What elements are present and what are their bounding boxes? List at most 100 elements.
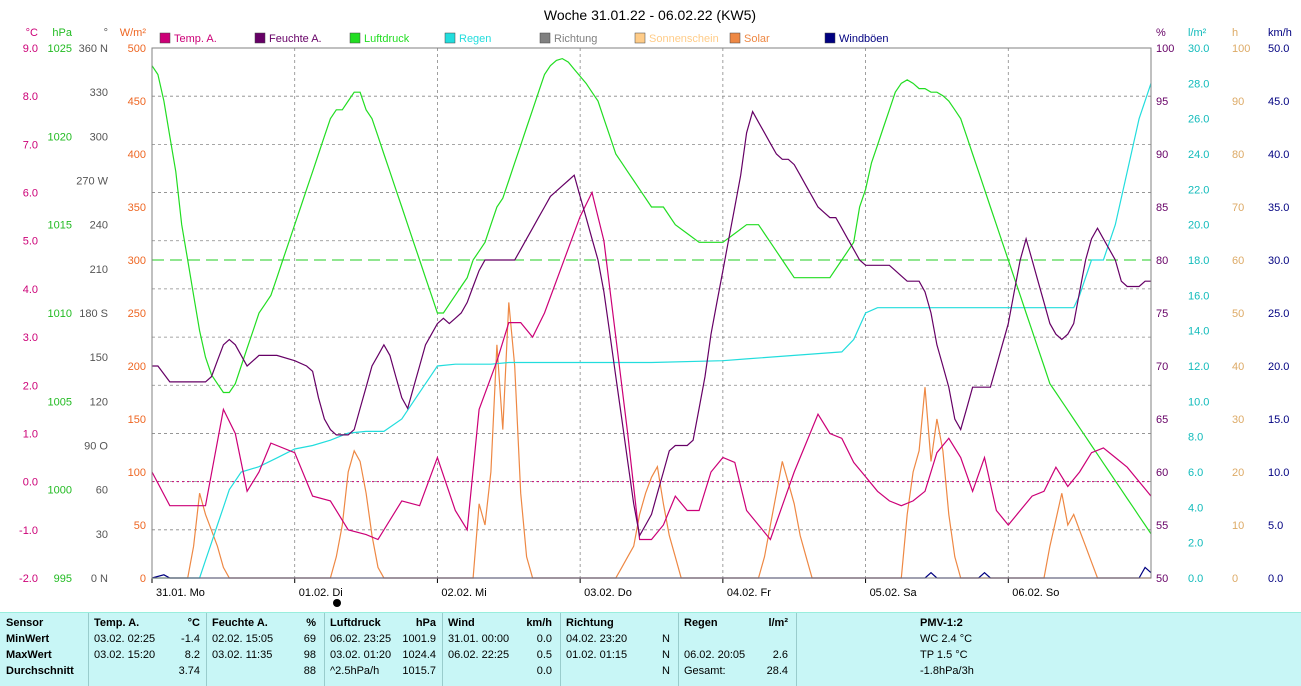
x-tick-label: 02.02. Mi [441, 587, 486, 599]
x-tick-label: 04.02. Fr [727, 587, 771, 599]
wind-axis-tick: 25.0 [1268, 308, 1289, 320]
solar-axis-tick: 100 [128, 467, 146, 479]
direction-axis-tick: 270 W [76, 176, 108, 188]
solar-axis-tick: 300 [128, 255, 146, 267]
temp-min-time: 03.02. 02:25 [94, 633, 156, 645]
solar-axis-tick: 150 [128, 414, 146, 426]
rain-axis-tick: 4.0 [1188, 502, 1203, 514]
rain-axis-tick: 26.0 [1188, 114, 1209, 126]
humidity-axis-tick: 55 [1156, 520, 1168, 532]
sunshine-axis-unit: h [1232, 27, 1238, 39]
legend-label: Richtung [554, 33, 597, 45]
rain-max-time: 06.02. 20:05 [684, 649, 746, 661]
pressure-axis-tick: 1015 [48, 220, 72, 232]
wind-axis-tick: 10.0 [1268, 467, 1289, 479]
temp-header: Temp. A. [94, 617, 140, 629]
humidity-axis-tick: 60 [1156, 467, 1168, 479]
series-windb-en [151, 566, 1152, 579]
wind-axis-tick: 50.0 [1268, 43, 1289, 55]
summary-rain-col: Regen l/m² 06.02. 20:05 2.6 Gesamt: 28.4 [684, 615, 794, 679]
solar-axis-tick: 500 [128, 43, 146, 55]
legend-label: Windböen [839, 33, 889, 45]
humidity-axis-tick: 65 [1156, 414, 1168, 426]
chart-title: Woche 31.01.22 - 06.02.22 (KW5) [544, 7, 756, 23]
pmv-header: PMV-1:2 [920, 617, 963, 629]
pressure-axis-tick: 1010 [48, 308, 72, 320]
sunshine-axis-tick: 0 [1232, 573, 1238, 585]
row-label-max: MaxWert [6, 649, 52, 661]
direction-avg-value: N [662, 665, 670, 677]
wind-unit: km/h [526, 617, 552, 629]
column-divider [206, 613, 207, 686]
humidity-axis-tick: 75 [1156, 308, 1168, 320]
rain-axis-tick: 8.0 [1188, 432, 1203, 444]
humidity-axis-tick: 80 [1156, 255, 1168, 267]
wind-min-time: 31.01. 00:00 [448, 633, 510, 645]
wind-axis-tick: 15.0 [1268, 414, 1289, 426]
sunshine-axis-tick: 40 [1232, 361, 1244, 373]
direction-axis-tick: 300 [90, 131, 108, 143]
direction-axis-tick: 210 [90, 264, 108, 276]
sunshine-axis-tick: 20 [1232, 467, 1244, 479]
summary-pressure-col: Luftdruck hPa 06.02. 23:25 1001.9 03.02. 0… [330, 615, 442, 679]
temp-axis-tick: 2.0 [23, 380, 38, 392]
humidity-max-time: 03.02. 11:35 [212, 649, 273, 661]
temp-max-value: 8.2 [184, 649, 200, 661]
sunshine-axis-tick: 50 [1232, 308, 1244, 320]
series-layer [151, 57, 1152, 579]
direction-max-time: 01.02. 01:15 [566, 649, 628, 661]
series-luftdruck [151, 57, 1152, 535]
pmv-dewpoint: TP 1.5 °C [920, 649, 968, 661]
pressure-axis-tick: 995 [54, 573, 72, 585]
legend-swatch [729, 32, 741, 44]
humidity-avg-value: 88 [303, 665, 316, 677]
x-tick-label: 01.02. Di [299, 587, 343, 599]
legend-swatch [824, 32, 836, 44]
direction-axis-tick: 30 [96, 529, 108, 541]
sunshine-axis-tick: 90 [1232, 96, 1244, 108]
sunshine-axis-tick: 80 [1232, 149, 1244, 161]
wind-axis-tick: 5.0 [1268, 520, 1283, 532]
legend-swatch [254, 32, 266, 44]
rain-axis-tick: 18.0 [1188, 255, 1209, 267]
solar-axis-tick: 400 [128, 149, 146, 161]
humidity-header: Feuchte A. [212, 617, 268, 629]
now-marker [333, 599, 341, 607]
direction-min-value: N [662, 633, 670, 645]
weather-chart: Woche 31.01.22 - 06.02.22 (KW5) Temp. A.… [19, 7, 1292, 607]
wind-header: Wind [448, 617, 475, 629]
humidity-axis-tick: 85 [1156, 202, 1168, 214]
summary-wind-col: Wind km/h 31.01. 00:00 0.0 06.02. 22:25 0.5… [448, 615, 558, 679]
wind-axis-tick: 35.0 [1268, 202, 1289, 214]
row-label-min: MinWert [6, 633, 50, 645]
humidity-axis-tick: 90 [1156, 149, 1168, 161]
temp-axis-tick: 7.0 [23, 139, 38, 151]
pressure-header: Luftdruck [330, 617, 381, 629]
pressure-avg-value: 1015.7 [402, 665, 436, 677]
rain-unit: l/m² [768, 617, 788, 629]
temp-max-time: 03.02. 15:20 [94, 649, 156, 661]
direction-axis-tick: 150 [90, 352, 108, 364]
column-divider [796, 613, 797, 686]
wind-max-value: 0.5 [536, 649, 552, 661]
wind-avg-value: 0.0 [536, 665, 552, 677]
pressure-unit: hPa [415, 617, 436, 629]
wind-axis-tick: 0.0 [1268, 573, 1283, 585]
column-divider [442, 613, 443, 686]
rain-axis-tick: 30.0 [1188, 43, 1209, 55]
solar-axis-tick: 0 [140, 573, 146, 585]
summary-table: Sensor MinWert MaxWert Durchschnitt Temp… [0, 612, 1301, 686]
legend-swatch [634, 32, 646, 44]
direction-axis-tick: 60 [96, 485, 108, 497]
rain-axis-tick: 28.0 [1188, 78, 1209, 90]
direction-axis-tick: 120 [90, 396, 108, 408]
x-tick-label: 31.01. Mo [156, 587, 205, 599]
wind-axis-tick: 40.0 [1268, 149, 1289, 161]
rain-axis-tick: 16.0 [1188, 290, 1209, 302]
rain-total-label: Gesamt: [684, 665, 726, 677]
legend-label: Feuchte A. [269, 33, 322, 45]
humidity-axis-tick: 95 [1156, 96, 1168, 108]
summary-direction-col: Richtung 04.02. 23:20 N 01.02. 01:15 N N [566, 615, 676, 679]
legend-label: Sonnenschein [649, 33, 719, 45]
series-feuchte-a [152, 110, 1151, 538]
